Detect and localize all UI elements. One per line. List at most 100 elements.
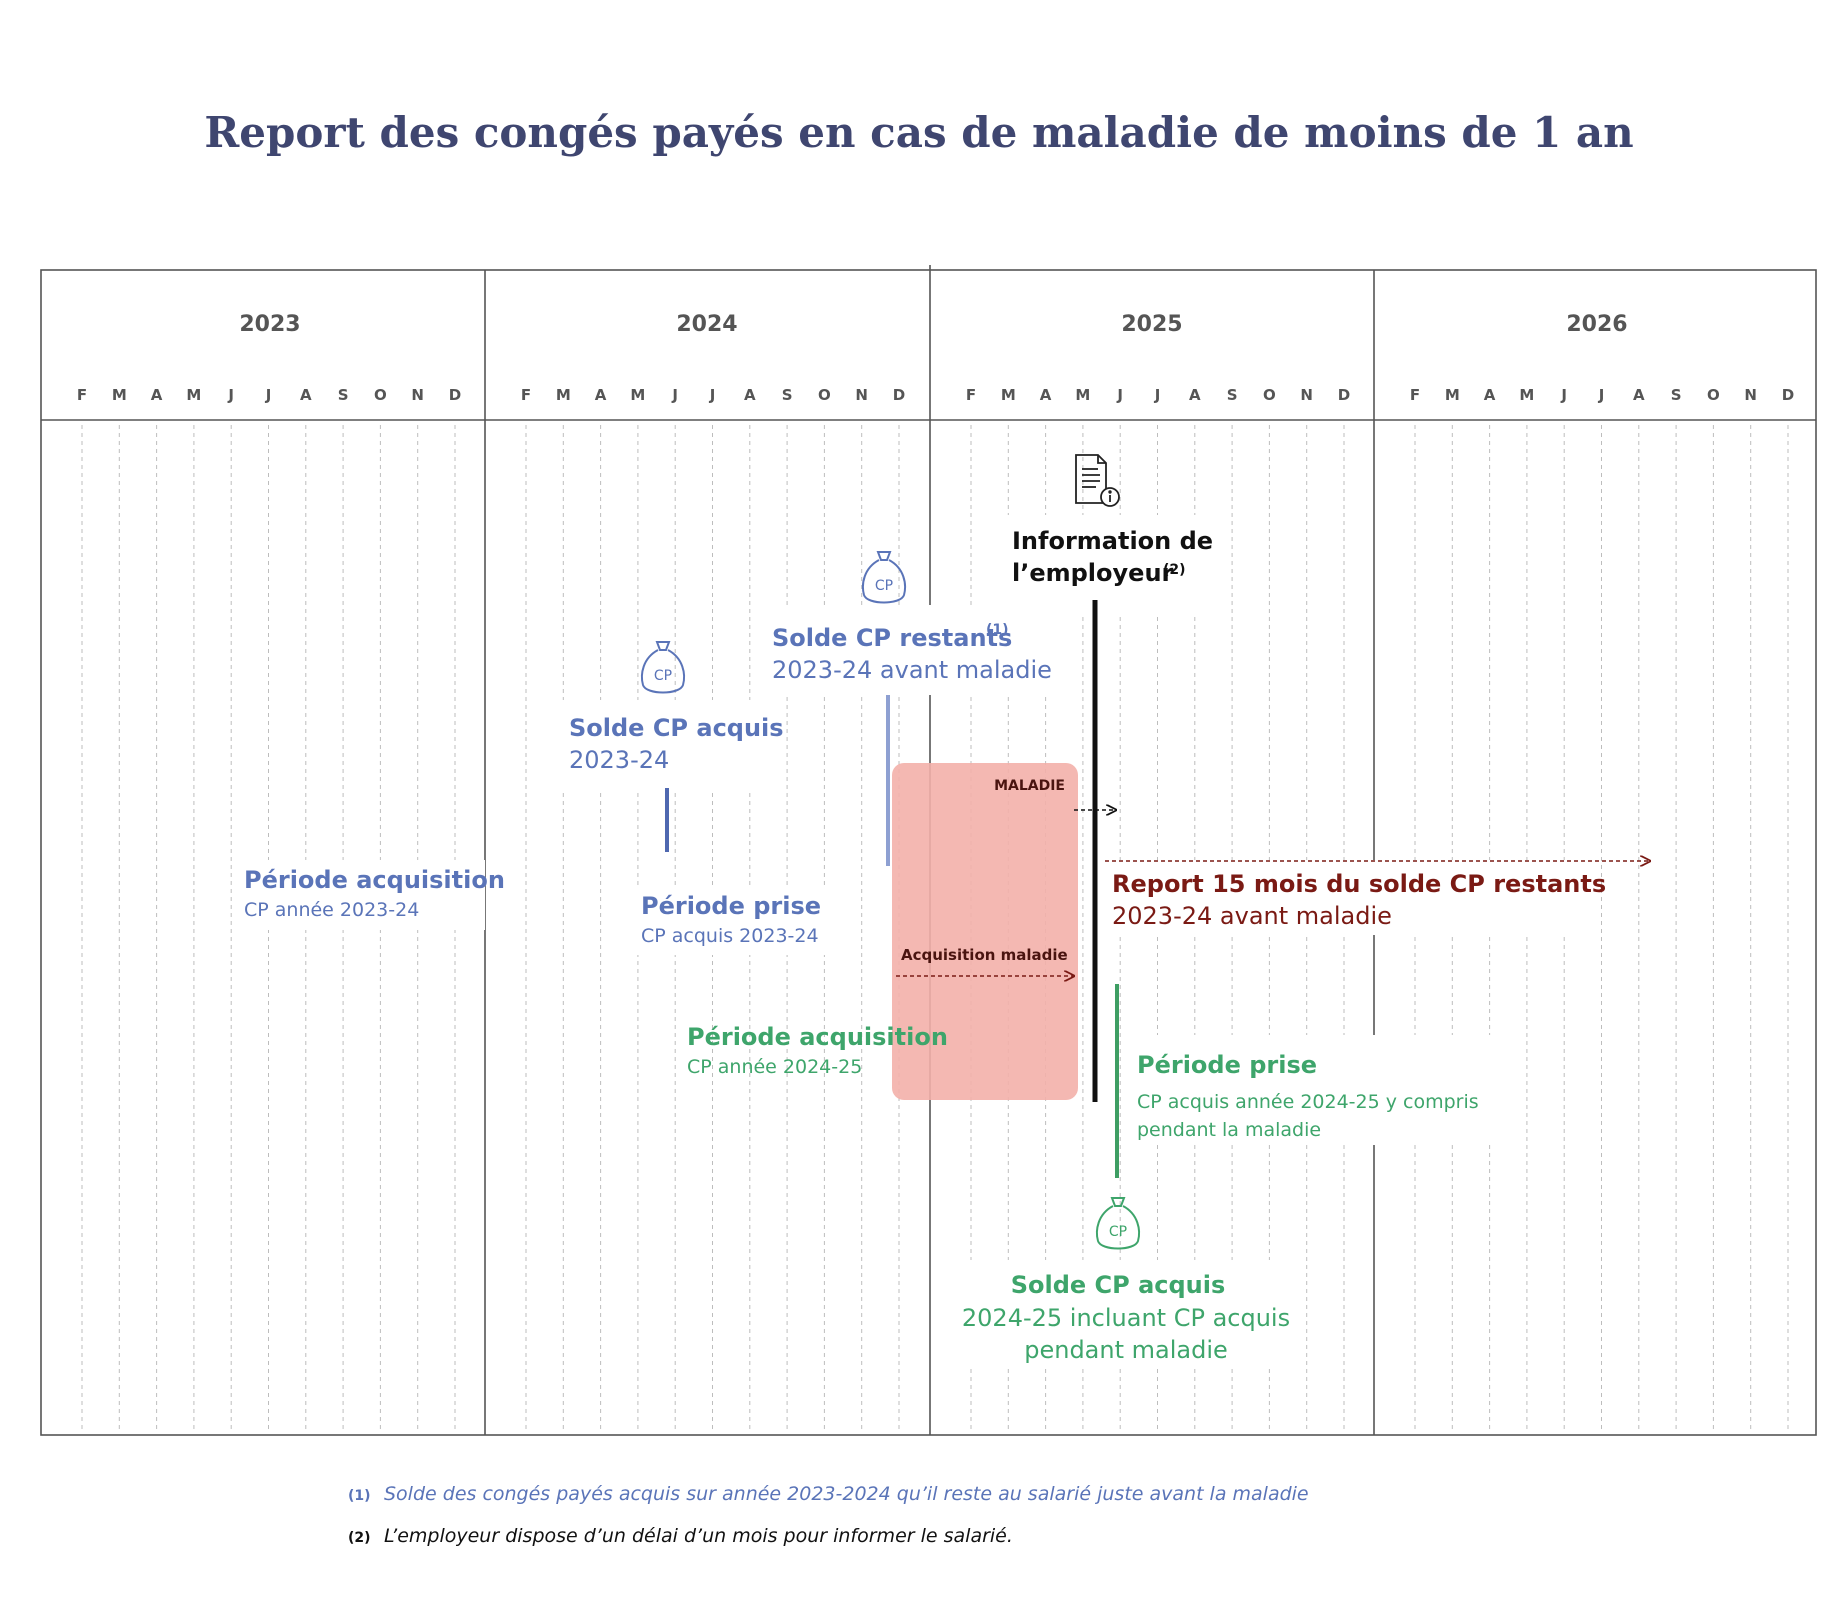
month-label: D bbox=[449, 386, 461, 404]
month-label: J bbox=[709, 386, 716, 404]
svg-text:Information de: Information de bbox=[1012, 527, 1213, 555]
month-label: A bbox=[1040, 386, 1052, 404]
month-label: O bbox=[1263, 386, 1276, 404]
month-label: A bbox=[151, 386, 163, 404]
svg-text:2023-24: 2023-24 bbox=[569, 746, 669, 774]
month-label: S bbox=[338, 386, 349, 404]
svg-text:2023-24 avant maladie: 2023-24 avant maladie bbox=[1112, 902, 1392, 930]
year-labels: 2023 2024 2025 2026 bbox=[239, 312, 1627, 337]
svg-text:Période prise: Période prise bbox=[1137, 1051, 1317, 1079]
label-backgrounds bbox=[235, 515, 1590, 1365]
month-label: J bbox=[227, 386, 234, 404]
month-label: A bbox=[1633, 386, 1645, 404]
svg-text:Période prise: Période prise bbox=[641, 892, 821, 920]
month-label: J bbox=[1560, 386, 1567, 404]
month-label: J bbox=[1154, 386, 1161, 404]
month-label: D bbox=[1782, 386, 1794, 404]
svg-text:(1): (1) bbox=[986, 622, 1009, 638]
month-label: M bbox=[1075, 386, 1090, 404]
month-label: O bbox=[1707, 386, 1720, 404]
report-15-mois-label: Report 15 mois du solde CP restants 2023… bbox=[1112, 870, 1606, 930]
acquisition-maladie-label: Acquisition maladie bbox=[901, 946, 1068, 964]
svg-text:Report 15 mois du solde CP res: Report 15 mois du solde CP restants bbox=[1112, 870, 1606, 898]
money-bag-cp-icon: CP bbox=[1095, 1197, 1141, 1250]
svg-text:CP année 2024-25: CP année 2024-25 bbox=[687, 1056, 862, 1078]
month-label: J bbox=[1116, 386, 1123, 404]
year-label-2023: 2023 bbox=[239, 312, 300, 337]
svg-text:L’employeur dispose d’un délai: L’employeur dispose d’un délai d’un mois… bbox=[384, 1525, 1013, 1547]
svg-text:CP année 2023-24: CP année 2023-24 bbox=[244, 899, 419, 921]
svg-text:Solde CP acquis: Solde CP acquis bbox=[1011, 1271, 1226, 1299]
month-label: M bbox=[1445, 386, 1460, 404]
svg-text:Période acquisition: Période acquisition bbox=[244, 866, 505, 894]
information-employeur-label: Information de l’employeur (2) bbox=[1012, 527, 1213, 587]
month-label: J bbox=[265, 386, 272, 404]
month-label: M bbox=[186, 386, 201, 404]
month-label: O bbox=[818, 386, 831, 404]
month-label: A bbox=[1189, 386, 1201, 404]
svg-text:Solde CP restants: Solde CP restants bbox=[772, 624, 1012, 652]
year-label-2025: 2025 bbox=[1121, 312, 1182, 337]
month-label: S bbox=[1671, 386, 1682, 404]
calendar-frame bbox=[40, 265, 1817, 1436]
maladie-period-zone bbox=[892, 763, 1078, 1100]
month-label: D bbox=[1338, 386, 1350, 404]
svg-text:(2): (2) bbox=[1163, 562, 1186, 578]
month-label: M bbox=[1001, 386, 1016, 404]
maladie-label: MALADIE bbox=[994, 778, 1065, 794]
svg-text:(2): (2) bbox=[348, 1530, 371, 1546]
svg-text:CP acquis 2023-24: CP acquis 2023-24 bbox=[641, 925, 819, 947]
month-label: A bbox=[1484, 386, 1496, 404]
periode-prise-2024-25-label: Période prise CP acquis année 2024-25 y … bbox=[1137, 1051, 1479, 1141]
money-bag-cp-icon: CP bbox=[861, 551, 907, 604]
month-label: N bbox=[1744, 386, 1757, 404]
document-info-icon bbox=[1075, 454, 1120, 507]
svg-text:Solde CP acquis: Solde CP acquis bbox=[569, 714, 784, 742]
svg-text:Période acquisition: Période acquisition bbox=[687, 1023, 948, 1051]
solde-cp-acquis-2024-25-label: Solde CP acquis 2024-25 incluant CP acqu… bbox=[962, 1271, 1290, 1364]
month-label: A bbox=[595, 386, 607, 404]
periode-acquisition-2023-24-label: Période acquisition CP année 2023-24 bbox=[244, 866, 505, 921]
month-label: F bbox=[521, 386, 531, 404]
svg-text:pendant la maladie: pendant la maladie bbox=[1137, 1119, 1321, 1141]
month-label: M bbox=[112, 386, 127, 404]
month-label: S bbox=[1227, 386, 1238, 404]
month-label: F bbox=[966, 386, 976, 404]
month-label: A bbox=[300, 386, 312, 404]
money-bag-cp-icon: CP bbox=[640, 641, 686, 694]
month-label: J bbox=[1598, 386, 1605, 404]
svg-text:Solde des congés payés acquis: Solde des congés payés acquis sur année … bbox=[384, 1483, 1309, 1505]
periode-prise-2023-24-label: Période prise CP acquis 2023-24 bbox=[641, 892, 821, 947]
solde-cp-restants-label: Solde CP restants (1) 2023-24 avant mala… bbox=[772, 622, 1052, 684]
svg-text:CP: CP bbox=[1109, 1224, 1127, 1240]
year-label-2024: 2024 bbox=[676, 312, 737, 337]
month-label: S bbox=[782, 386, 793, 404]
svg-text:(1): (1) bbox=[348, 1488, 371, 1504]
month-label: D bbox=[893, 386, 905, 404]
periode-acquisition-2024-25-label: Période acquisition CP année 2024-25 bbox=[687, 1023, 948, 1078]
month-label: O bbox=[374, 386, 387, 404]
page-title: Report des congés payés en cas de maladi… bbox=[204, 108, 1633, 157]
month-label: M bbox=[630, 386, 645, 404]
solde-cp-acquis-2023-24-label: Solde CP acquis 2023-24 bbox=[569, 714, 784, 774]
year-label-2026: 2026 bbox=[1566, 312, 1627, 337]
month-label: J bbox=[671, 386, 678, 404]
svg-text:2023-24 avant maladie: 2023-24 avant maladie bbox=[772, 656, 1052, 684]
svg-text:CP acquis année 2024-25 y comp: CP acquis année 2024-25 y compris bbox=[1137, 1091, 1479, 1113]
svg-text:2024-25 incluant CP acquis: 2024-25 incluant CP acquis bbox=[962, 1304, 1290, 1332]
month-label: A bbox=[744, 386, 756, 404]
svg-text:CP: CP bbox=[875, 578, 893, 594]
svg-text:CP: CP bbox=[654, 668, 672, 684]
month-label: N bbox=[855, 386, 868, 404]
month-label: N bbox=[411, 386, 424, 404]
footnote-2: (2) L’employeur dispose d’un délai d’un … bbox=[348, 1525, 1013, 1547]
svg-text:l’employeur: l’employeur bbox=[1012, 559, 1174, 587]
month-label: M bbox=[556, 386, 571, 404]
svg-text:pendant maladie: pendant maladie bbox=[1024, 1336, 1228, 1364]
month-label: F bbox=[1410, 386, 1420, 404]
month-label: M bbox=[1519, 386, 1534, 404]
month-label: F bbox=[77, 386, 87, 404]
month-label: N bbox=[1300, 386, 1313, 404]
